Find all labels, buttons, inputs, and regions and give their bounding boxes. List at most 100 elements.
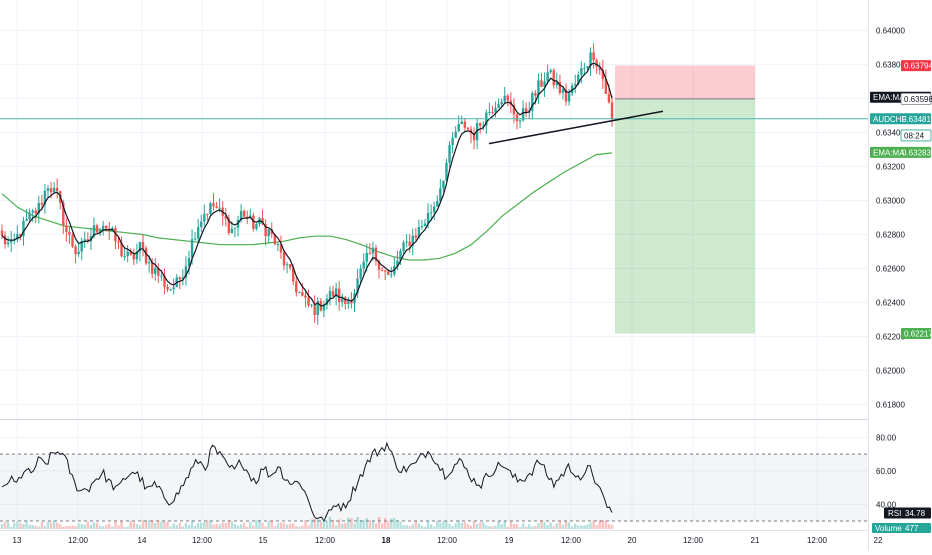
price-tick-label: 0.64000: [876, 27, 905, 36]
volume-bar: [503, 520, 506, 529]
volume-bar: [261, 522, 264, 529]
candle-body: [417, 226, 421, 238]
time-tick-label: 12:00: [315, 536, 336, 545]
candle-body: [482, 125, 485, 127]
volume-bar: [28, 524, 31, 529]
volume-bar: [564, 521, 568, 529]
candle-body: [515, 114, 519, 122]
volume-bar: [212, 524, 215, 529]
volume-bar: [255, 520, 258, 529]
candle-body: [141, 242, 145, 249]
candlestick-series: [0, 43, 614, 325]
rsi-tick-label: 40.00: [876, 500, 897, 509]
candle-body: [227, 218, 231, 233]
candle-body: [512, 104, 516, 115]
volume-bar: [89, 525, 93, 529]
candle-body: [298, 292, 301, 294]
candle-body: [71, 234, 74, 247]
candle-body: [325, 298, 329, 305]
candle-body: [285, 264, 289, 266]
candle-body: [396, 260, 399, 267]
volume-bar: [365, 518, 368, 529]
volume-bar: [239, 524, 243, 529]
volume-bar: [227, 520, 231, 529]
candle-body: [368, 252, 372, 254]
candle-body: [365, 252, 368, 262]
volume-bar: [524, 526, 528, 529]
candle-body: [374, 247, 378, 261]
time-axis[interactable]: 13 12:00 14 12:00 15 12:00 18 12:00 19 12:00 20 12:…: [0, 531, 883, 550]
volume-bar: [0, 523, 4, 529]
candle-body: [356, 278, 359, 294]
bar-countdown-label: 08:24: [900, 129, 932, 142]
time-tick-label: 14: [138, 536, 147, 545]
candle-body: [62, 202, 65, 226]
trendline-drawing[interactable]: [488, 110, 664, 145]
volume-bar: [25, 520, 28, 529]
candle-body: [316, 300, 319, 315]
volume-bar: [488, 526, 491, 529]
volume-bar: [485, 525, 488, 529]
rsi-line: [1, 441, 613, 523]
candle-body: [65, 225, 68, 232]
volume-bar: [586, 524, 589, 529]
candle-body: [292, 267, 295, 282]
candle-body: [230, 228, 234, 233]
time-tick-label: 18: [382, 536, 391, 545]
volume-bar: [319, 522, 322, 529]
rsi-badge-title: RSI: [888, 509, 901, 518]
candle-body: [331, 291, 335, 297]
candle-body: [178, 277, 181, 280]
candle-body: [607, 93, 611, 103]
volume-bar: [362, 520, 365, 529]
price-axis[interactable]: 0.640000.638000.636000.634000.632000.630…: [869, 0, 932, 550]
volume-bar: [347, 517, 350, 529]
volume-bar: [120, 521, 123, 529]
candle-body: [273, 233, 277, 245]
candle-body: [549, 70, 552, 73]
volume-bar: [414, 520, 418, 529]
candle-body: [524, 108, 528, 113]
candle-body: [3, 235, 7, 245]
candle-body: [114, 228, 117, 242]
volume-bar: [433, 526, 436, 529]
volume-bar: [224, 522, 227, 529]
volume-bar: [138, 525, 142, 529]
entry-price-label: 0.63598: [900, 92, 932, 105]
volume-bar: [439, 522, 442, 529]
volume-bar: [390, 518, 393, 529]
volume-bar: [350, 518, 353, 529]
volume-bar: [279, 522, 283, 529]
candle-body: [196, 227, 200, 239]
candle-body: [80, 240, 83, 252]
support-trendline[interactable]: [488, 110, 664, 145]
candle-body: [172, 287, 175, 290]
candle-body: [301, 292, 304, 296]
volume-bar: [292, 523, 295, 529]
candle-body: [598, 67, 601, 70]
candle-body: [83, 239, 86, 241]
candle-body: [157, 268, 160, 276]
target-price-label-value: 0.62217: [904, 330, 932, 339]
volume-bar: [463, 522, 467, 529]
volume-bar: [37, 526, 40, 529]
volume-bar: [555, 523, 559, 529]
volume-bar: [267, 521, 270, 529]
volume-bar: [108, 523, 111, 529]
volume-bar: [540, 520, 543, 529]
volume-bar: [310, 519, 313, 529]
volume-bar: [147, 520, 151, 529]
volume-bar: [307, 525, 310, 529]
candle-body: [264, 224, 267, 237]
volume-bar: [423, 526, 427, 529]
volume-bar: [187, 525, 191, 529]
volume-bar: [595, 524, 598, 529]
volume-bar: [387, 521, 390, 529]
candle-body: [46, 188, 50, 191]
candle-body: [200, 221, 203, 228]
short-position-tool[interactable]: [615, 65, 755, 334]
volume-bar: [344, 522, 347, 529]
volume-bar: [40, 521, 44, 529]
